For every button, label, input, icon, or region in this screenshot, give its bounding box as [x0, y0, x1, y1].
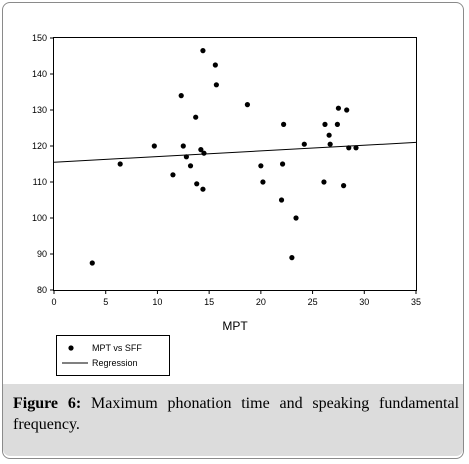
data-point — [194, 181, 200, 187]
data-point — [200, 186, 206, 192]
data-point — [201, 150, 207, 156]
legend-label-regression: Regression — [92, 358, 138, 368]
legend-label-scatter: MPT vs SFF — [92, 343, 142, 353]
y-axis: 80 90 100 110 120 130 140 150 — [32, 33, 54, 295]
data-point — [321, 179, 327, 185]
figure-label: Figure 6: — [13, 395, 82, 412]
data-point — [258, 163, 264, 169]
y-tick-label: 130 — [32, 105, 47, 115]
data-point — [117, 161, 123, 167]
plot-area — [53, 37, 417, 291]
data-point — [170, 172, 176, 178]
data-point — [193, 114, 199, 120]
figure-caption: Figure 6: Maximum phonation time and spe… — [13, 393, 459, 435]
y-tick-label: 110 — [33, 177, 47, 187]
data-point — [200, 48, 206, 54]
data-point — [183, 154, 189, 160]
data-point — [260, 179, 266, 185]
x-tick-label: 20 — [256, 297, 266, 307]
legend-box — [56, 335, 170, 376]
regression-layer — [53, 141, 417, 163]
data-point — [301, 141, 307, 147]
data-point — [213, 82, 219, 88]
data-point — [89, 260, 95, 266]
data-point — [289, 255, 295, 261]
y-tick-label: 80 — [37, 285, 47, 295]
data-point — [198, 147, 204, 153]
caption-band — [3, 384, 463, 456]
legend: MPT vs SFF Regression — [56, 335, 170, 376]
data-point — [279, 161, 286, 167]
y-tick-label: 120 — [32, 141, 47, 151]
x-tick-label: 10 — [152, 297, 162, 307]
legend-marker-scatter — [68, 345, 74, 351]
y-tick-label: 90 — [37, 249, 47, 259]
x-tick-label: 5 — [103, 297, 108, 307]
data-point — [353, 145, 359, 151]
data-point — [326, 132, 332, 138]
x-tick-label: 0 — [51, 297, 56, 307]
data-point — [180, 143, 186, 149]
data-point — [335, 105, 342, 111]
data-point — [346, 145, 352, 151]
y-tick-label: 140 — [32, 69, 47, 79]
figure-frame — [2, 2, 464, 459]
x-tick-label: 15 — [204, 297, 214, 307]
data-point — [327, 141, 333, 147]
data-point — [344, 107, 350, 113]
figure-caption-text: Maximum phonation time and speaking fund… — [13, 395, 460, 433]
x-axis: 0 5 10 15 20 25 30 35 — [51, 290, 421, 307]
data-point — [341, 183, 347, 189]
data-point — [293, 215, 299, 221]
x-tick-label: 25 — [308, 297, 318, 307]
y-tick-label: 100 — [32, 213, 47, 223]
scatter-chart: 0 5 10 15 20 25 30 35 80 90 100 110 120 130 140 150 MP… — [32, 33, 421, 376]
x-tick-label: 30 — [359, 297, 369, 307]
data-point — [244, 102, 251, 108]
regression-line — [53, 141, 417, 163]
data-point — [322, 121, 328, 127]
data-point — [212, 62, 218, 68]
data-point — [278, 197, 285, 203]
x-axis-label: MPT — [222, 319, 248, 333]
data-point — [151, 143, 157, 149]
y-tick-label: 150 — [32, 33, 47, 43]
points-layer — [89, 48, 359, 266]
data-point — [178, 93, 184, 99]
data-point — [281, 121, 287, 127]
x-tick-label: 35 — [411, 297, 421, 307]
data-point — [334, 121, 340, 127]
data-point — [187, 163, 194, 169]
